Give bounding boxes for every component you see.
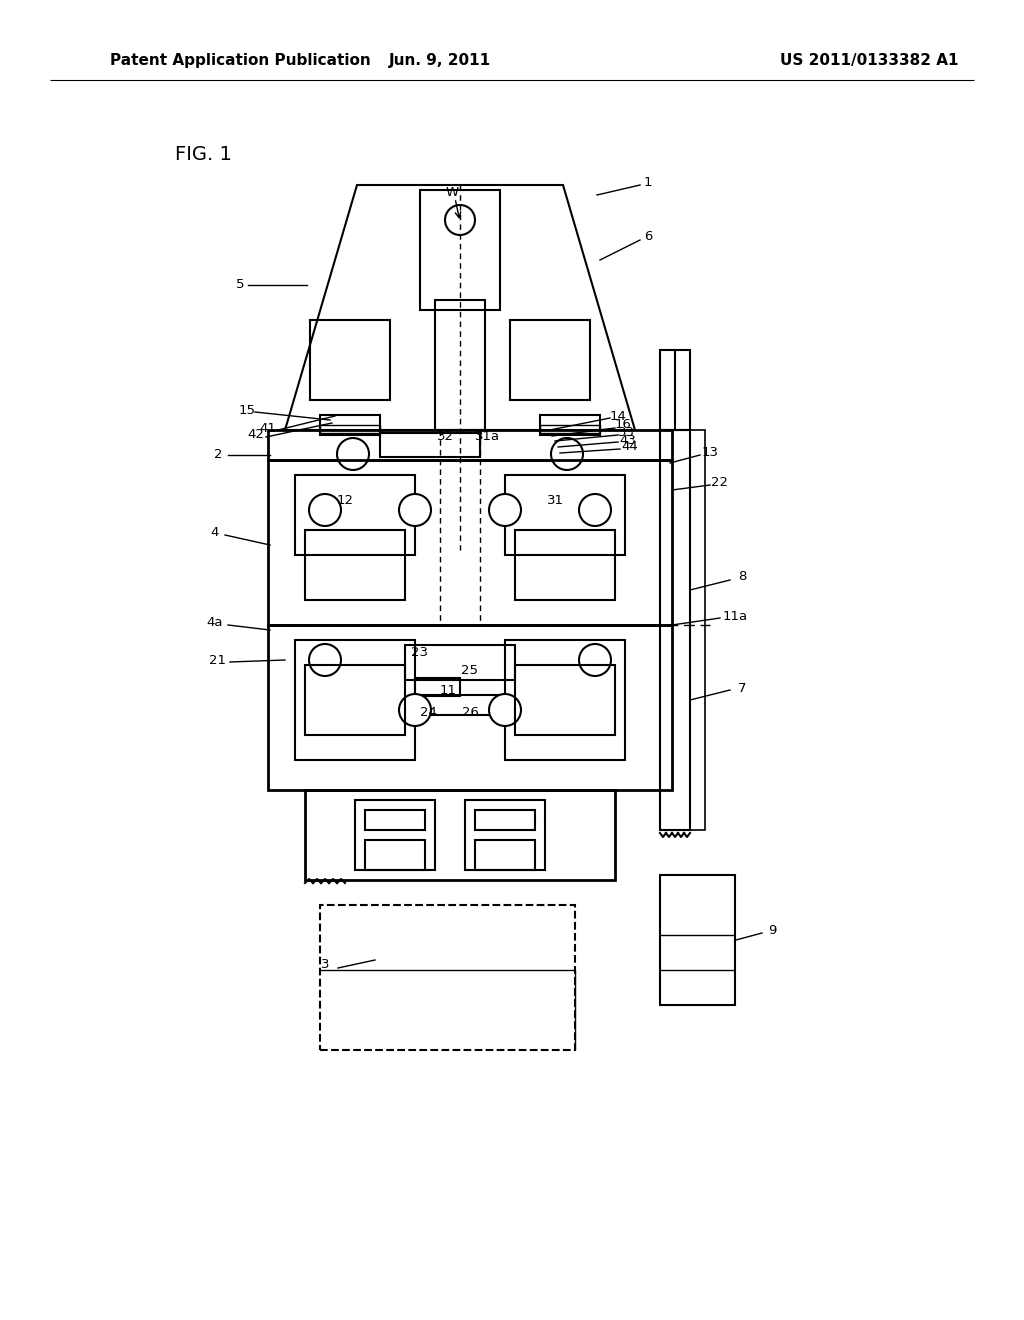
Bar [415,678,460,696]
Bar [319,906,575,1049]
Bar [660,875,735,1005]
Text: 4: 4 [211,527,219,540]
Text: 31a: 31a [475,430,501,444]
Text: 9: 9 [768,924,776,936]
Circle shape [551,438,583,470]
Bar [515,665,615,735]
Polygon shape [285,185,635,430]
Text: 25: 25 [462,664,478,676]
Text: 32: 32 [436,430,454,444]
Circle shape [399,694,431,726]
Text: W: W [445,186,459,198]
Bar [406,645,515,680]
Text: 1: 1 [644,177,652,190]
Text: 11: 11 [439,684,457,697]
Bar [465,800,545,870]
Bar [660,350,690,430]
Text: 41: 41 [259,421,276,434]
Text: 33: 33 [617,425,635,438]
Text: 23: 23 [412,645,428,659]
Text: 44: 44 [622,441,638,454]
Bar [510,319,590,400]
Text: FIG. 1: FIG. 1 [175,145,231,165]
Bar [310,319,390,400]
Bar [305,789,615,880]
Bar [515,531,615,601]
Bar [475,840,535,870]
Text: 31: 31 [547,494,563,507]
Text: 14: 14 [609,409,627,422]
Text: 7: 7 [737,681,746,694]
Circle shape [399,494,431,525]
Text: 16: 16 [614,418,632,432]
Bar [355,800,435,870]
Bar [305,665,406,735]
Text: 22: 22 [712,477,728,490]
Circle shape [579,644,611,676]
Text: 5: 5 [236,279,245,292]
Text: 21: 21 [210,653,226,667]
Bar [435,300,485,430]
Text: 3: 3 [321,958,330,972]
Text: 8: 8 [738,570,746,583]
Text: Patent Application Publication: Patent Application Publication [110,53,371,67]
Circle shape [445,205,475,235]
Bar [690,430,705,830]
Text: 26: 26 [462,705,478,718]
Text: 42: 42 [248,429,264,441]
Text: Jun. 9, 2011: Jun. 9, 2011 [389,53,492,67]
Bar [420,190,500,310]
Text: 24: 24 [420,705,436,718]
Bar [268,624,672,789]
Bar [415,696,505,715]
Circle shape [309,494,341,525]
Text: 2: 2 [214,449,222,462]
Bar [475,810,535,830]
Bar [505,475,625,554]
Bar [295,475,415,554]
Text: 6: 6 [644,231,652,243]
Circle shape [489,494,521,525]
Bar [365,840,425,870]
Circle shape [489,694,521,726]
Bar [505,640,625,760]
Bar [540,414,600,436]
Bar [365,810,425,830]
Circle shape [337,438,369,470]
Circle shape [579,494,611,525]
Bar [295,640,415,760]
Bar [319,425,380,433]
Text: US 2011/0133382 A1: US 2011/0133382 A1 [780,53,958,67]
Text: 15: 15 [239,404,256,417]
Bar [268,430,672,459]
Text: 11a: 11a [723,610,748,623]
Text: 4a: 4a [207,615,223,628]
Bar [319,414,380,436]
Bar [380,433,480,457]
Text: 12: 12 [337,494,353,507]
Bar [268,459,672,624]
Bar [540,425,600,433]
Text: 13: 13 [701,446,719,459]
Bar [660,430,690,830]
Text: 43: 43 [620,433,637,446]
Circle shape [309,644,341,676]
Bar [305,531,406,601]
